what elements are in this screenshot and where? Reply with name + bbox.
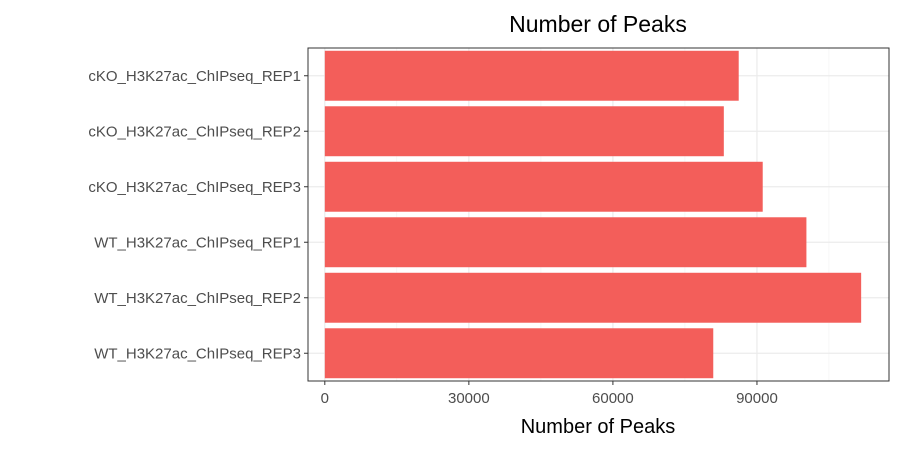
y-axis: cKO_H3K27ac_ChIPseq_REP1 cKO_H3K27ac_ChIP… — [88, 68, 308, 362]
x-axis-title: Number of Peaks — [521, 416, 676, 438]
bar — [324, 217, 807, 268]
plot-panel-border — [307, 47, 890, 382]
x-tick-label: 30000 — [448, 390, 490, 407]
bar — [324, 50, 739, 101]
y-tick-label: WT_H3K27ac_ChIPseq_REP2 — [94, 290, 301, 307]
x-axis: 0 30000 60000 90000 — [321, 381, 778, 407]
y-tick-label: WT_H3K27ac_ChIPseq_REP3 — [94, 345, 301, 362]
y-tick-label: cKO_H3K27ac_ChIPseq_REP3 — [88, 179, 301, 196]
bars — [324, 50, 862, 379]
x-tick-label: 60000 — [592, 390, 634, 407]
bar — [324, 272, 862, 323]
y-tick-label: cKO_H3K27ac_ChIPseq_REP2 — [88, 123, 301, 140]
chart-title: Number of Peaks — [509, 11, 687, 37]
x-tick-label: 0 — [321, 390, 329, 407]
x-tick-label: 90000 — [736, 390, 778, 407]
y-tick-label: cKO_H3K27ac_ChIPseq_REP1 — [88, 68, 301, 85]
bar — [324, 161, 763, 212]
bar — [324, 328, 714, 379]
bar — [324, 106, 724, 157]
y-tick-label: WT_H3K27ac_ChIPseq_REP1 — [94, 234, 301, 251]
